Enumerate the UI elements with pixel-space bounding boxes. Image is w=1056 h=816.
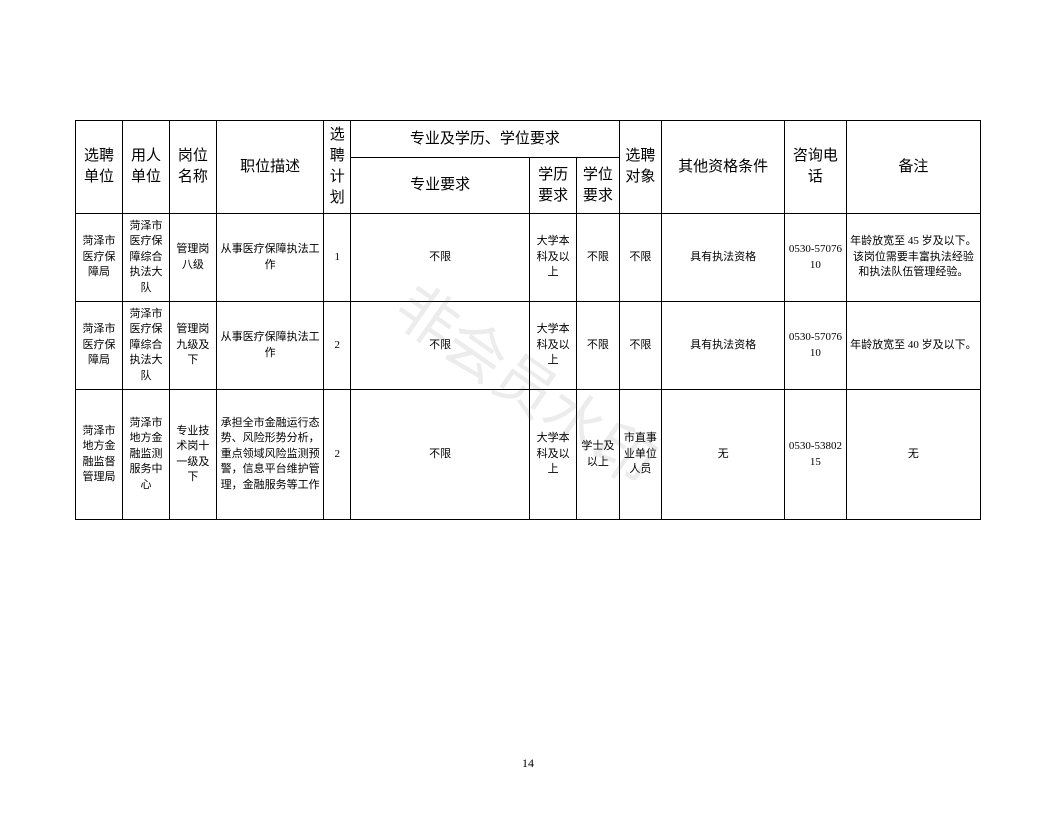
cell-c2: 管理岗八级 — [169, 214, 216, 302]
cell-c11: 年龄放宽至 40 岁及以下。 — [846, 302, 980, 390]
cell-c1: 菏泽市医疗保障综合执法大队 — [122, 214, 169, 302]
page-number: 14 — [0, 756, 1056, 771]
col-header-education: 学历要求 — [530, 158, 577, 214]
col-header-phone: 咨询电话 — [785, 121, 847, 214]
cell-c3: 从事医疗保障执法工作 — [216, 214, 323, 302]
cell-c7: 不限 — [577, 214, 620, 302]
cell-c0: 菏泽市地方金融监督管理局 — [76, 390, 123, 520]
cell-c6: 大学本科及以上 — [530, 390, 577, 520]
col-header-position: 岗位名称 — [169, 121, 216, 214]
cell-c3: 从事医疗保障执法工作 — [216, 302, 323, 390]
cell-c9: 具有执法资格 — [662, 214, 785, 302]
col-header-other: 其他资格条件 — [662, 121, 785, 214]
cell-c6: 大学本科及以上 — [530, 302, 577, 390]
cell-c1: 菏泽市地方金融监测服务中心 — [122, 390, 169, 520]
table-row: 菏泽市医疗保障局菏泽市医疗保障综合执法大队管理岗八级从事医疗保障执法工作1不限大… — [76, 214, 981, 302]
cell-c5: 不限 — [351, 390, 530, 520]
cell-c1: 菏泽市医疗保障综合执法大队 — [122, 302, 169, 390]
col-header-requirements-group: 专业及学历、学位要求 — [351, 121, 619, 158]
cell-c0: 菏泽市医疗保障局 — [76, 214, 123, 302]
cell-c0: 菏泽市医疗保障局 — [76, 302, 123, 390]
cell-c3: 承担全市金融运行态势、风险形势分析，重点领域风险监测预警，信息平台维护管理，金融… — [216, 390, 323, 520]
cell-c2: 管理岗九级及下 — [169, 302, 216, 390]
cell-c7: 学士及以上 — [577, 390, 620, 520]
cell-c9: 无 — [662, 390, 785, 520]
table-row: 菏泽市地方金融监督管理局菏泽市地方金融监测服务中心专业技术岗十一级及下承担全市金… — [76, 390, 981, 520]
col-header-description: 职位描述 — [216, 121, 323, 214]
cell-c9: 具有执法资格 — [662, 302, 785, 390]
cell-c10: 0530-5707610 — [785, 302, 847, 390]
table-row: 菏泽市医疗保障局菏泽市医疗保障综合执法大队管理岗九级及下从事医疗保障执法工作2不… — [76, 302, 981, 390]
cell-c10: 0530-5380215 — [785, 390, 847, 520]
cell-c4: 2 — [324, 302, 351, 390]
recruitment-table-container: 选聘单位 用人单位 岗位名称 职位描述 选聘计划 专业及学历、学位要求 选聘对象… — [75, 120, 981, 520]
col-header-degree: 学位要求 — [577, 158, 620, 214]
col-header-employer: 用人单位 — [122, 121, 169, 214]
col-header-major: 专业要求 — [351, 158, 530, 214]
cell-c2: 专业技术岗十一级及下 — [169, 390, 216, 520]
col-header-unit: 选聘单位 — [76, 121, 123, 214]
col-header-plan: 选聘计划 — [324, 121, 351, 214]
col-header-remark: 备注 — [846, 121, 980, 214]
cell-c8: 不限 — [619, 214, 662, 302]
cell-c5: 不限 — [351, 302, 530, 390]
cell-c4: 1 — [324, 214, 351, 302]
cell-c6: 大学本科及以上 — [530, 214, 577, 302]
cell-c4: 2 — [324, 390, 351, 520]
cell-c11: 年龄放宽至 45 岁及以下。该岗位需要丰富执法经验和执法队伍管理经验。 — [846, 214, 980, 302]
cell-c8: 市直事业单位人员 — [619, 390, 662, 520]
cell-c7: 不限 — [577, 302, 620, 390]
col-header-target: 选聘对象 — [619, 121, 662, 214]
cell-c11: 无 — [846, 390, 980, 520]
recruitment-table: 选聘单位 用人单位 岗位名称 职位描述 选聘计划 专业及学历、学位要求 选聘对象… — [75, 120, 981, 520]
cell-c10: 0530-5707610 — [785, 214, 847, 302]
cell-c8: 不限 — [619, 302, 662, 390]
cell-c5: 不限 — [351, 214, 530, 302]
